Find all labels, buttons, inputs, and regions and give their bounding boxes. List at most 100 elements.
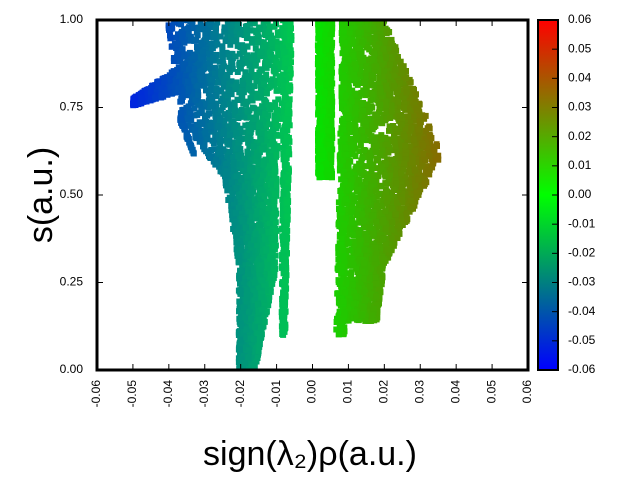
scatter-point: [256, 221, 263, 228]
scatter-point: [245, 197, 252, 204]
scatter-point: [261, 166, 268, 173]
scatter-point: [238, 176, 245, 183]
scatter-point: [245, 354, 252, 361]
scatter-point: [261, 281, 268, 288]
scatter-point: [249, 270, 256, 277]
scatter-point: [264, 104, 271, 111]
scatter-point: [256, 121, 263, 128]
scatter-point: [283, 138, 290, 145]
scatter-point: [228, 171, 235, 178]
scatter-point: [263, 214, 270, 221]
scatter-point: [269, 177, 276, 184]
scatter-point: [233, 28, 240, 35]
scatter-point: [336, 323, 343, 330]
scatter-point: [248, 70, 255, 77]
scatter-point: [238, 268, 245, 275]
scatter-point: [228, 179, 235, 186]
scatter-point: [218, 98, 225, 104]
scatter-point: [246, 20, 253, 27]
scatter-point: [238, 247, 245, 253]
scatter-point: [230, 167, 237, 174]
scatter-point: [242, 194, 249, 201]
scatter-point: [340, 206, 347, 213]
scatter-point: [256, 205, 263, 212]
scatter-point: [262, 236, 269, 243]
scatter-point: [249, 167, 256, 173]
scatter-point: [196, 110, 203, 117]
scatter-point: [280, 320, 287, 327]
scatter-point: [229, 50, 236, 57]
scatter-points: [130, 20, 442, 370]
scatter-point: [209, 40, 216, 47]
scatter-point: [251, 265, 258, 272]
scatter-point: [270, 235, 277, 242]
scatter-point: [162, 90, 169, 97]
scatter-point: [271, 209, 278, 216]
scatter-point: [253, 56, 260, 63]
scatter-point: [169, 70, 176, 77]
scatter-point: [348, 269, 355, 276]
scatter-point: [236, 50, 243, 57]
scatter-point: [222, 38, 229, 45]
scatter-point: [248, 264, 255, 271]
scatter-point: [201, 141, 208, 148]
scatter-point: [203, 50, 210, 57]
scatter-point: [273, 38, 280, 45]
scatter-point: [250, 275, 257, 282]
scatter-point: [315, 69, 322, 76]
scatter-point: [195, 92, 202, 99]
scatter-point: [244, 27, 250, 34]
scatter-point: [244, 234, 251, 241]
scatter-point: [184, 132, 190, 139]
scatter-point: [238, 356, 245, 363]
scatter-point: [214, 20, 221, 26]
scatter-point: [215, 123, 222, 130]
scatter-point: [220, 146, 227, 153]
scatter-point: [257, 266, 264, 273]
scatter-point: [247, 292, 254, 299]
scatter-point: [286, 30, 293, 37]
scatter-point: [320, 125, 327, 131]
scatter-point: [244, 135, 251, 142]
scatter-point: [238, 90, 245, 97]
scatter-point: [285, 113, 292, 119]
scatter-point: [259, 209, 266, 216]
scatter-point: [181, 65, 188, 72]
scatter-point: [175, 85, 182, 92]
scatter-point: [180, 53, 187, 60]
scatter-point: [272, 168, 279, 175]
scatter-point: [236, 298, 243, 305]
scatter-point: [208, 93, 215, 100]
scatter-point: [328, 64, 335, 71]
scatter-point: [281, 257, 288, 264]
scatter-point: [249, 339, 256, 346]
scatter-point: [284, 216, 291, 223]
scatter-point: [267, 77, 274, 84]
scatter-point: [217, 33, 224, 40]
scatter-point: [178, 48, 185, 55]
scatter-point: [281, 26, 288, 33]
scatter-point: [246, 328, 253, 335]
scatter-point: [262, 110, 269, 117]
scatter-point: [198, 74, 205, 81]
scatter-point: [248, 354, 255, 361]
scatter-point: [261, 140, 268, 147]
scatter-point: [226, 87, 233, 94]
scatter-point: [265, 289, 272, 296]
scatter-point: [321, 76, 328, 82]
scatter-point: [194, 47, 201, 53]
scatter-point: [260, 126, 267, 133]
scatter-point: [229, 129, 236, 136]
scatter-point: [176, 78, 183, 85]
scatter-point: [249, 121, 256, 127]
scatter-point: [286, 96, 293, 103]
scatter-point: [327, 146, 334, 153]
scatter-point: [342, 99, 349, 106]
scatter-point: [269, 185, 276, 192]
scatter-point: [236, 108, 242, 115]
scatter-point: [269, 251, 276, 258]
scatter-point: [263, 90, 270, 97]
scatter-point: [239, 262, 246, 269]
scatter-point: [237, 340, 244, 347]
scatter-point: [221, 63, 228, 70]
